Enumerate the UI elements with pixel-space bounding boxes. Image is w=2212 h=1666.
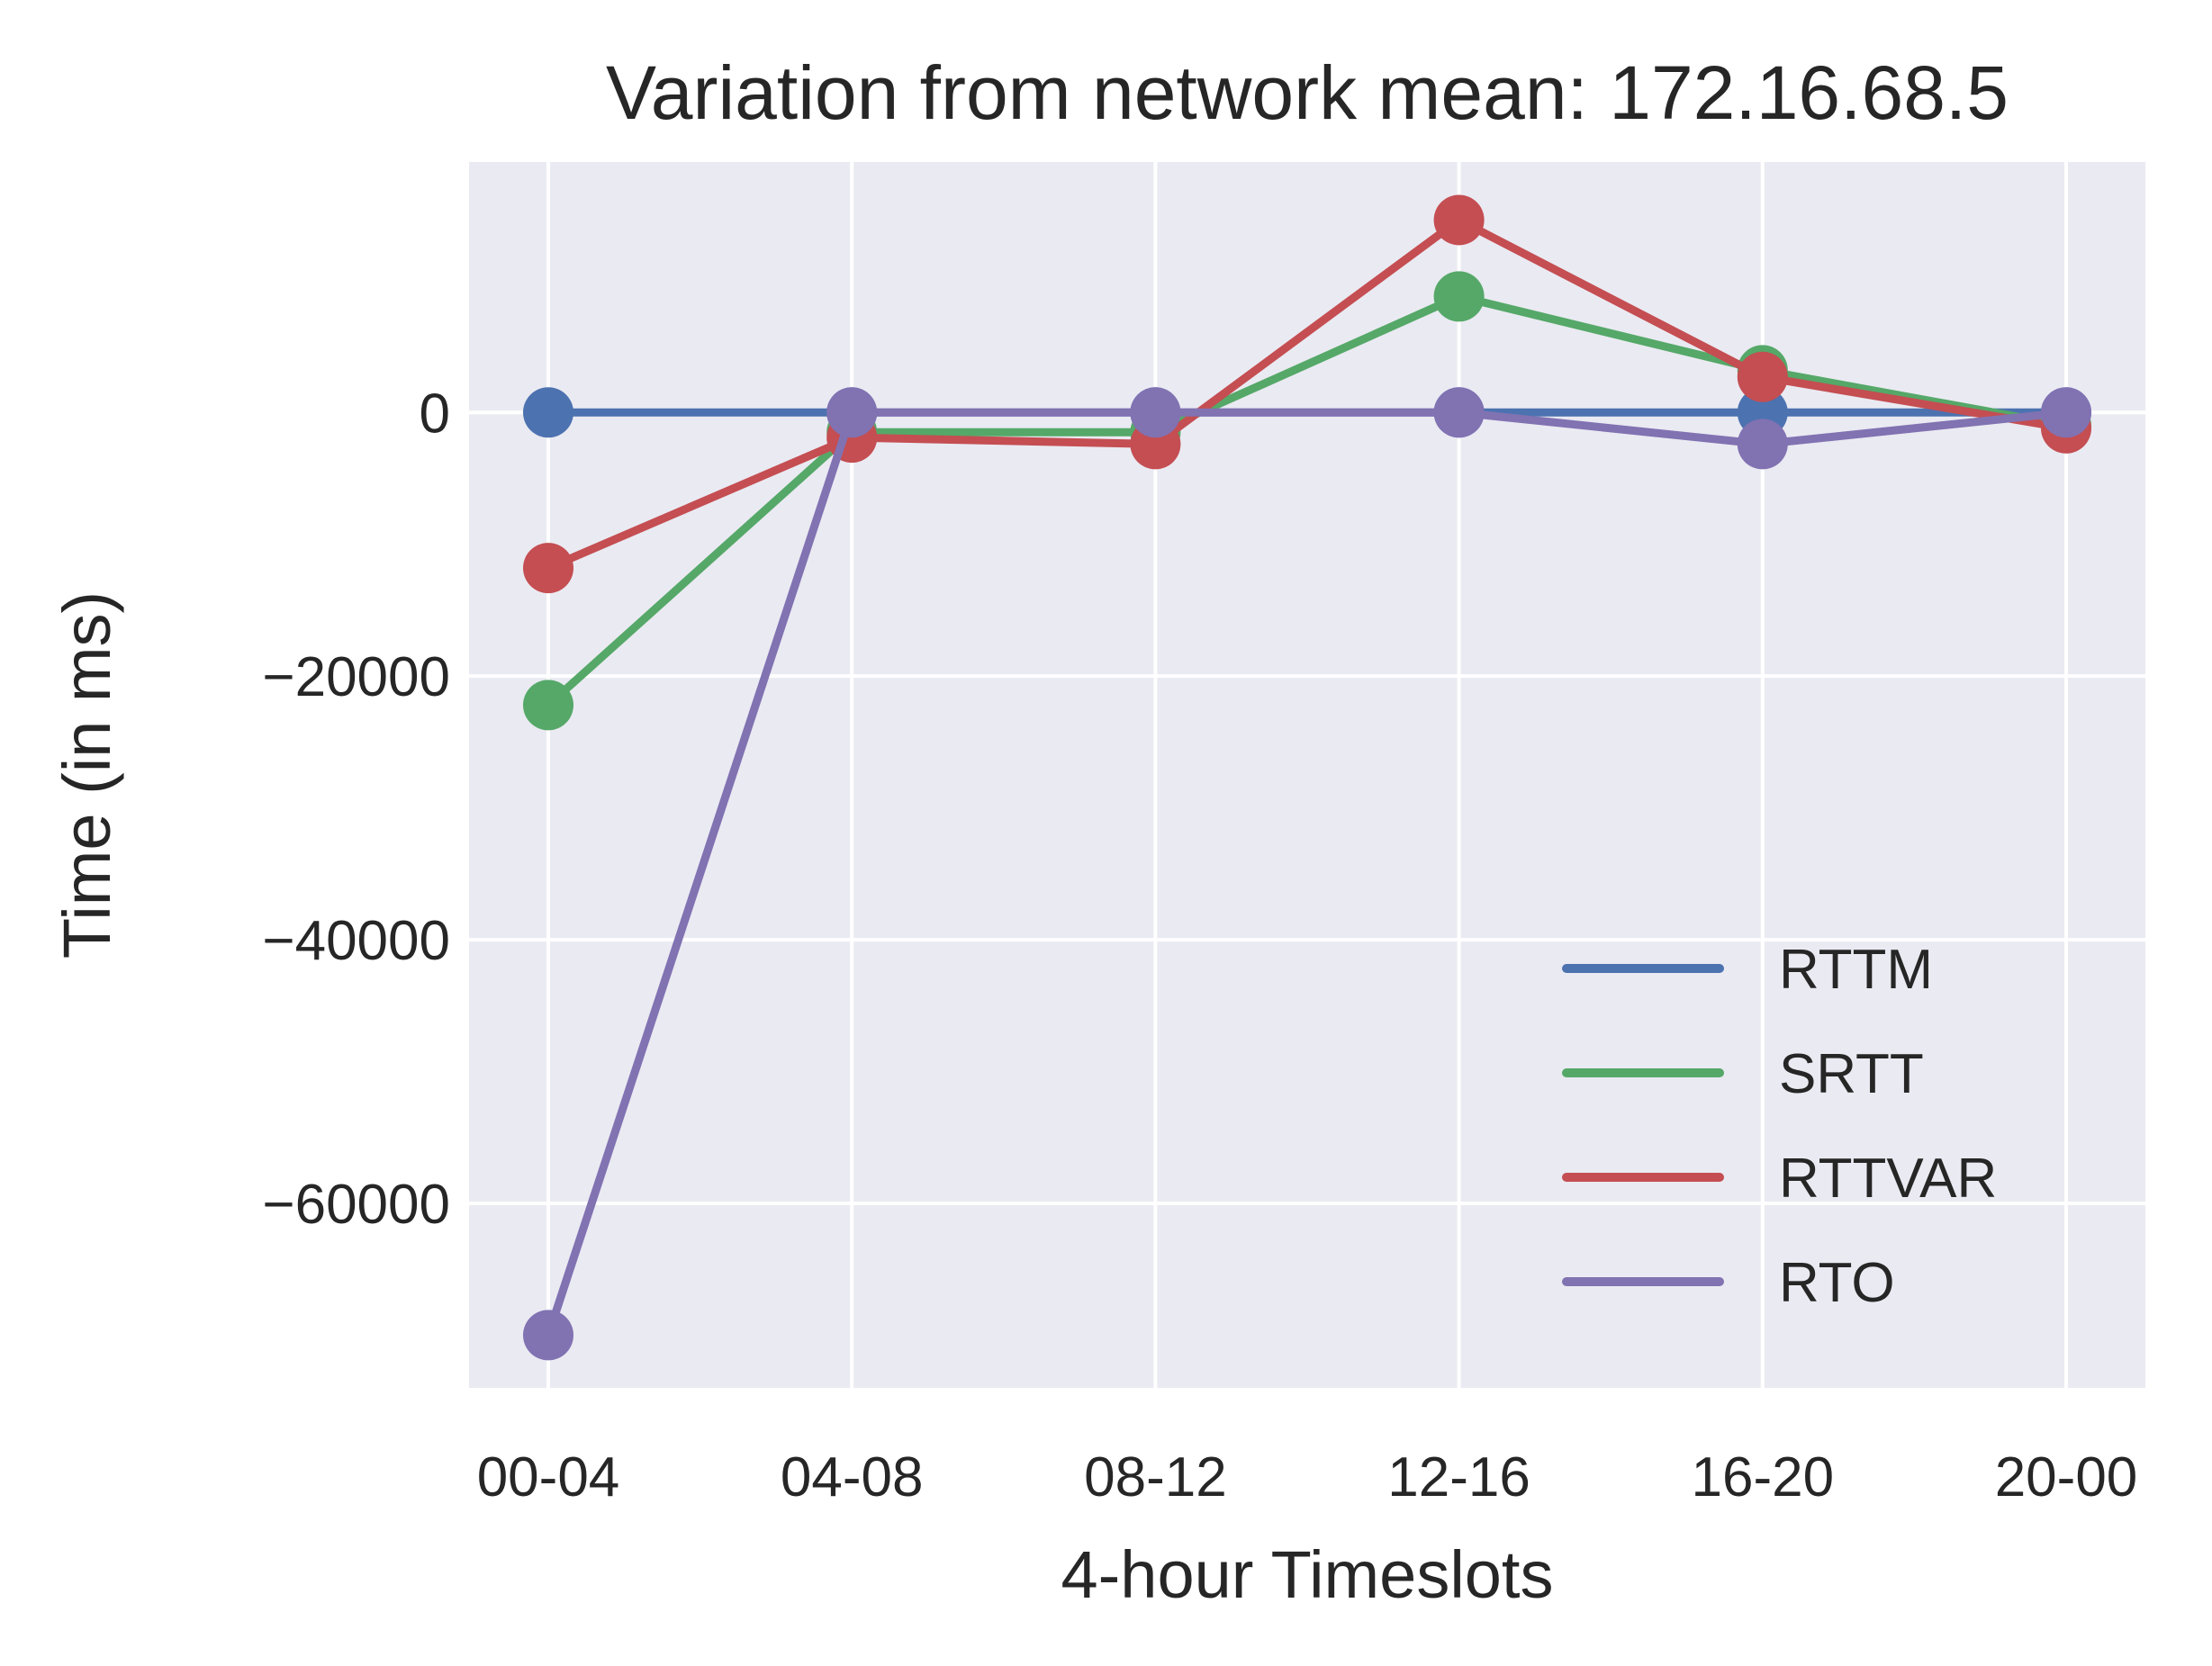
data-point	[1737, 351, 1788, 402]
x-tick-label: 20-00	[1995, 1446, 2138, 1508]
legend-label: RTTM	[1779, 939, 1933, 1001]
data-point	[826, 387, 878, 438]
x-tick-label: 00-04	[477, 1446, 620, 1508]
data-point	[523, 680, 573, 731]
legend: RTTM SRTT RTTVAR RTO	[1562, 939, 1997, 1314]
legend-entry-rttm: RTTM	[1562, 939, 1933, 1001]
data-point	[1737, 419, 1788, 470]
legend-label: RTTVAR	[1779, 1148, 1997, 1210]
data-point	[1433, 271, 1485, 322]
series-line	[544, 408, 2067, 1337]
legend-entry-rttvar: RTTVAR	[1562, 1148, 1997, 1210]
data-point	[2041, 387, 2091, 438]
x-tick-label: 08-12	[1084, 1446, 1227, 1508]
series-rto	[523, 387, 2091, 1361]
x-tick-labels: 00-04 04-08 08-12 12-16 16-20 20-00	[477, 1446, 2138, 1508]
y-tick-label: −20000	[262, 646, 450, 708]
data-point	[523, 543, 573, 594]
data-point	[1433, 387, 1485, 438]
data-point	[1433, 194, 1485, 246]
x-tick-label: 04-08	[781, 1446, 924, 1508]
y-tick-label: −60000	[262, 1174, 450, 1236]
y-tick-label: −40000	[262, 910, 450, 972]
data-point	[523, 1310, 573, 1361]
x-tick-label: 12-16	[1387, 1446, 1530, 1508]
data-point	[1130, 387, 1181, 438]
series-layer	[523, 194, 2091, 1361]
y-axis-label: Time (in ms)	[50, 591, 124, 959]
legend-label: SRTT	[1779, 1043, 1924, 1105]
y-tick-labels: 0 −20000 −40000 −60000	[262, 383, 450, 1236]
series-line	[546, 215, 2067, 572]
legend-entry-rto: RTO	[1562, 1252, 1895, 1314]
x-axis-label: 4-hour Timeslots	[1061, 1537, 1554, 1612]
data-point	[523, 387, 573, 438]
legend-entry-srtt: SRTT	[1562, 1043, 1924, 1105]
x-tick-label: 16-20	[1692, 1446, 1835, 1508]
legend-label: RTO	[1779, 1252, 1895, 1314]
series-line	[545, 292, 2067, 708]
y-tick-label: 0	[420, 383, 450, 445]
chart-title: Variation from network mean: 172.16.68.5	[606, 50, 2009, 135]
